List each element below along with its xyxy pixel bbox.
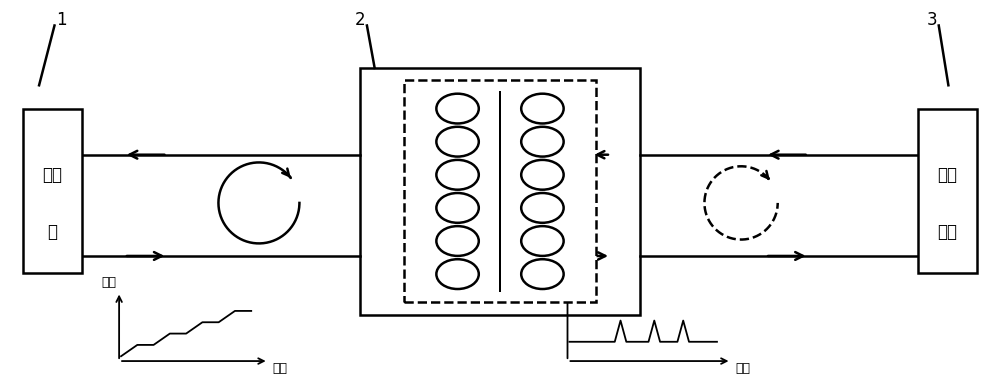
Bar — [23, 109, 82, 273]
Bar — [360, 68, 640, 315]
Text: 单元: 单元 — [937, 223, 957, 241]
Text: 温度: 温度 — [101, 276, 116, 289]
Text: 时间: 时间 — [272, 362, 287, 375]
Bar — [918, 109, 977, 273]
Text: 2: 2 — [355, 11, 365, 29]
Text: 时间: 时间 — [735, 362, 750, 375]
Text: 曝光: 曝光 — [937, 166, 957, 184]
Text: 冷水: 冷水 — [43, 166, 63, 184]
Text: 机: 机 — [48, 223, 58, 241]
Text: 1: 1 — [56, 11, 67, 29]
Text: 3: 3 — [927, 11, 937, 29]
Bar — [404, 80, 596, 302]
Text: 温度: 温度 — [550, 276, 565, 289]
